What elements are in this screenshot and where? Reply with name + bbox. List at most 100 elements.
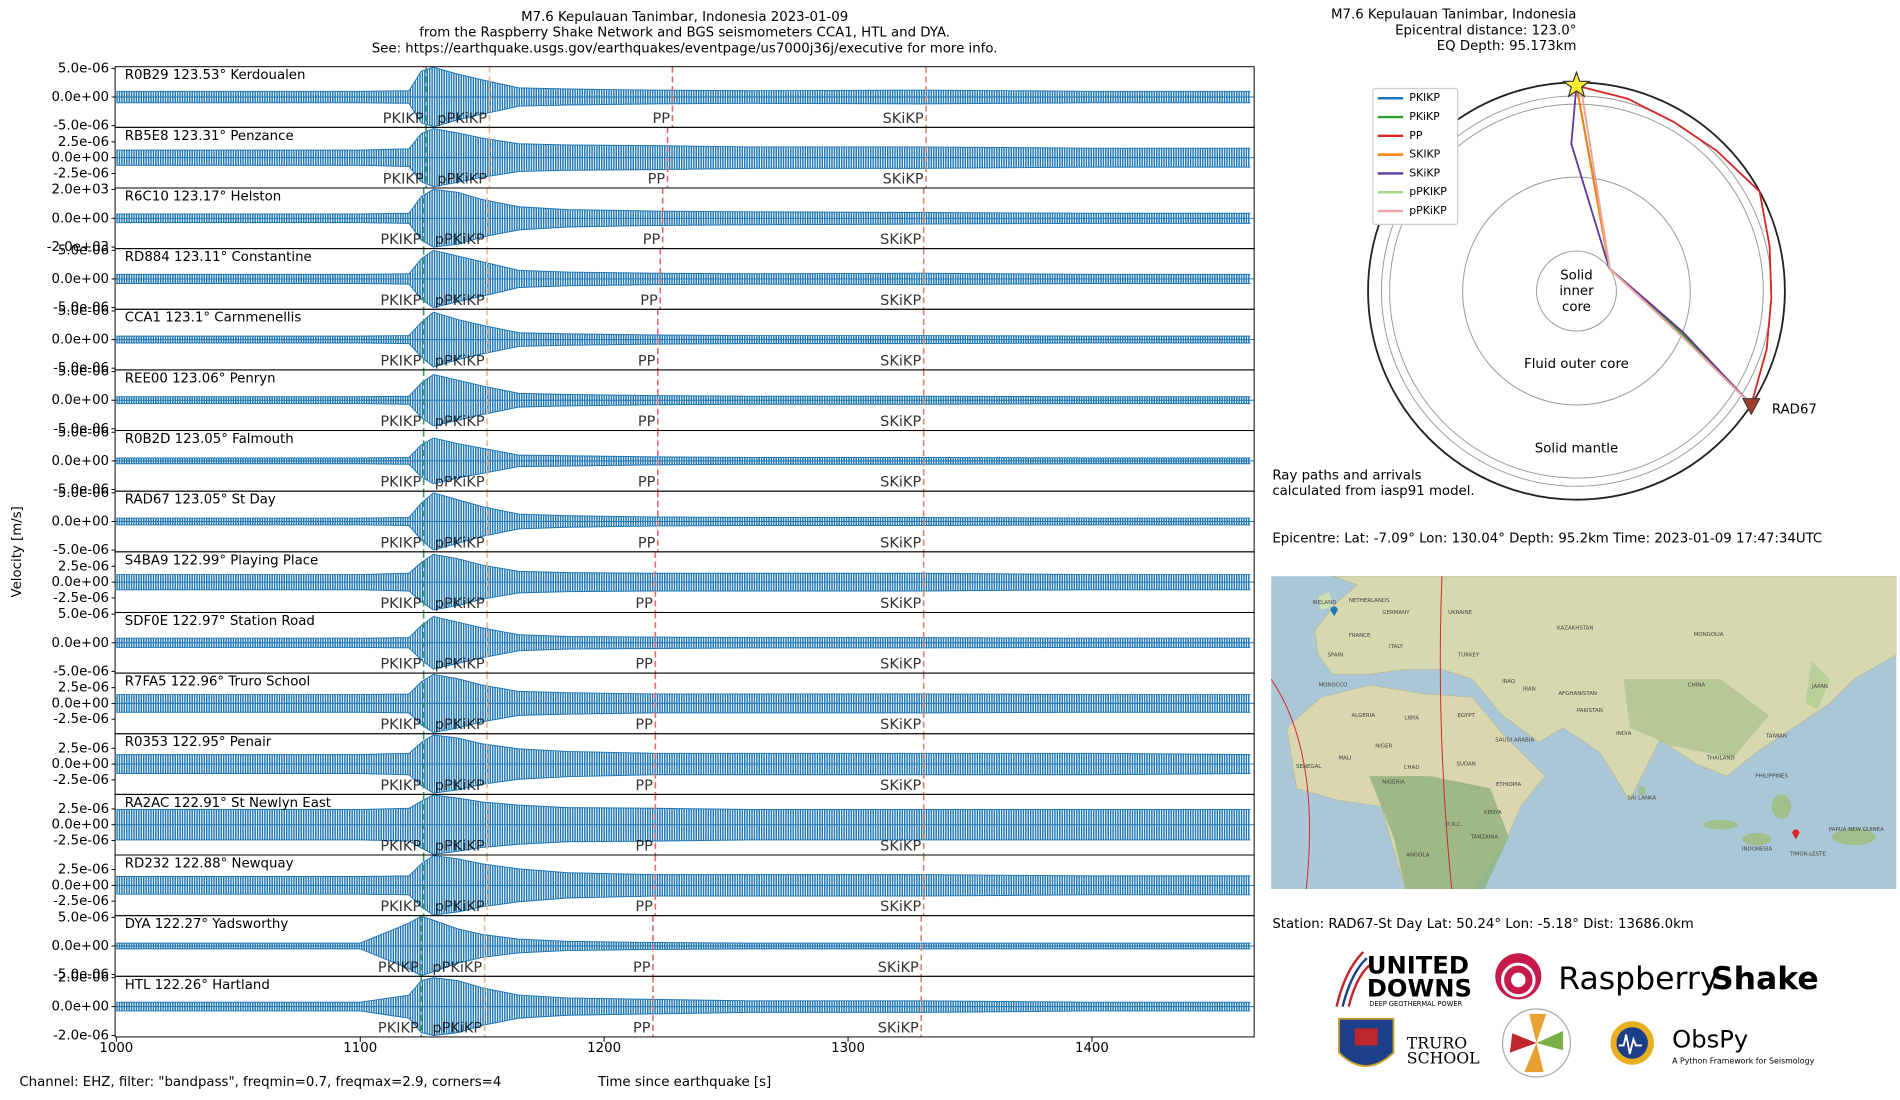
map-label: IRAN (1523, 686, 1536, 692)
trace-envelope (116, 283, 1251, 309)
region-label: Fluid outer core (1524, 357, 1629, 372)
map-label: SRI LANKA (1628, 796, 1657, 802)
phase-label: pPKiKP (435, 717, 485, 733)
phase-label: PKIKP (380, 293, 421, 309)
trace-label: R7FA5 122.96° Truro School (125, 675, 310, 690)
map-label: INDONESIA (1742, 846, 1773, 852)
map-label: MOROCCO (1318, 683, 1347, 689)
y-tick-label: 0.0e+00 (52, 454, 110, 469)
map-label: TIMOR-LESTE (1789, 851, 1827, 857)
trace-envelope (116, 773, 1251, 794)
boundary-circle (1536, 250, 1617, 332)
map-label: ITALY (1389, 644, 1404, 650)
obspy-logo: ObsPy A Python Framework for Seismology (1610, 1021, 1815, 1066)
phase-label: SKiKP (883, 111, 924, 127)
region-label: Solid (1560, 268, 1592, 283)
phase-label: pPKiKP (437, 171, 487, 187)
logo-icon (1536, 1030, 1564, 1051)
logo-stripe (1341, 957, 1368, 1007)
logo-icon (1511, 972, 1526, 988)
trace-label: R0353 122.95° Penair (125, 735, 272, 750)
y-tick-label: 0.0e+00 (52, 151, 110, 166)
y-tick-label: -5.0e-06 (53, 119, 109, 134)
phase-label: SKiKP (880, 414, 921, 430)
trace-envelope (116, 222, 1251, 248)
trace-envelope (116, 977, 1251, 1003)
station-marker (1741, 398, 1761, 416)
logo-text: SCHOOL (1407, 1048, 1480, 1067)
trace-label: SDF0E 122.97° Station Road (125, 614, 315, 629)
phase-label: PKIKP (380, 839, 421, 855)
united-downs-logo: UNITED DOWNS DEEP GEOTHERMAL POWER (1335, 951, 1472, 1008)
map-label: NIGERIA (1382, 780, 1405, 786)
legend-label: PKIKP (1409, 91, 1440, 104)
trace-envelope (116, 794, 1251, 811)
trace-label: RA2AC 122.91° St Newlyn East (125, 796, 331, 811)
y-tick-label: -5.0e-06 (53, 361, 109, 376)
phase-label: PKIKP (380, 475, 421, 491)
logos: UNITED DOWNS DEEP GEOTHERMAL POWER Raspb… (1335, 951, 1819, 1078)
phase-label: pPKiKP (435, 475, 485, 491)
y-tick-label: 5.0e-06 (58, 243, 109, 258)
map-label: SENEGAL (1296, 764, 1321, 770)
map-label: ALGERIA (1351, 713, 1375, 719)
trace-envelope (116, 164, 1251, 188)
y-tick-label: -5.0e-06 (53, 482, 109, 497)
trace-envelope (116, 646, 1251, 670)
legend-label: pPKIKP (1409, 185, 1447, 198)
annotation: calculated from iasp91 model. (1272, 484, 1474, 499)
y-tick-label: 2.5e-06 (58, 559, 109, 574)
map-label: PHILIPPINES (1755, 774, 1788, 780)
map-label: EGYPT (1458, 713, 1476, 719)
logo-text: ObsPy (1672, 1025, 1748, 1054)
y-tick-label: -2.5e-06 (53, 773, 109, 788)
map-label: JAPAN (1811, 684, 1828, 690)
phase-label: PKIKP (383, 111, 424, 127)
phase-label: PP (638, 414, 656, 430)
trace-label: DYA 122.27° Yadsworthy (125, 917, 289, 932)
trace-envelope (116, 437, 1251, 459)
logo-icon (1524, 1042, 1544, 1073)
phase-label: PKIKP (383, 171, 424, 187)
x-tick-label: 1100 (343, 1041, 377, 1056)
trace-label: R0B2D 123.05° Falmouth (125, 432, 294, 447)
boundary-circle (1389, 103, 1764, 479)
phase-label: PP (635, 596, 653, 612)
trace-envelope (116, 66, 1251, 92)
trace-envelope (116, 373, 1251, 398)
phase-label: PKIKP (380, 596, 421, 612)
y-tick-label: -5.0e-06 (53, 664, 109, 679)
trace-envelope (116, 102, 1251, 128)
y-tick-label: 0.0e+00 (52, 575, 110, 590)
trace-envelope (116, 734, 1251, 756)
trace-label: CCA1 123.1° Carnmenellis (125, 311, 302, 326)
x-tick-label: 1200 (587, 1041, 621, 1056)
trace-envelope (116, 553, 1251, 576)
map-label: SPAIN (1327, 652, 1343, 658)
map-label: NIGER (1375, 743, 1392, 749)
y-tick-label: 0.0e+00 (52, 818, 110, 833)
y-tick-label: 5.0e-06 (58, 910, 109, 925)
land (1742, 833, 1772, 846)
trace-envelope (116, 915, 1251, 944)
epicentre-marker (1792, 829, 1800, 840)
map-label: ANGOLA (1406, 853, 1429, 859)
map-label: NETHERLANDS (1349, 598, 1390, 604)
land (1805, 660, 1830, 710)
logo-stripe (1347, 964, 1371, 1007)
legend-box (1372, 87, 1459, 225)
map-labels: IRELAND NETHERLANDS GERMANY FRANCE SPAIN ITAL… (1296, 598, 1884, 859)
x-tick-label: 1300 (831, 1041, 865, 1056)
phase-label: SKiKP (880, 596, 921, 612)
trace-envelope (116, 463, 1251, 485)
phase-label: PP (640, 293, 658, 309)
phase-label: pPKiKP (432, 1020, 482, 1036)
raspberry-shake-logo: Raspberry Shake (1495, 953, 1819, 1000)
phase-label: pPKiKP (435, 778, 485, 794)
phase-label: PP (652, 111, 670, 127)
phase-label: pPKiKP (435, 657, 485, 673)
phase-label: SKiKP (880, 717, 921, 733)
phase-label: PKIKP (378, 1020, 419, 1036)
station-info: Station: RAD67-St Day Lat: 50.24° Lon: -… (1272, 917, 1693, 932)
